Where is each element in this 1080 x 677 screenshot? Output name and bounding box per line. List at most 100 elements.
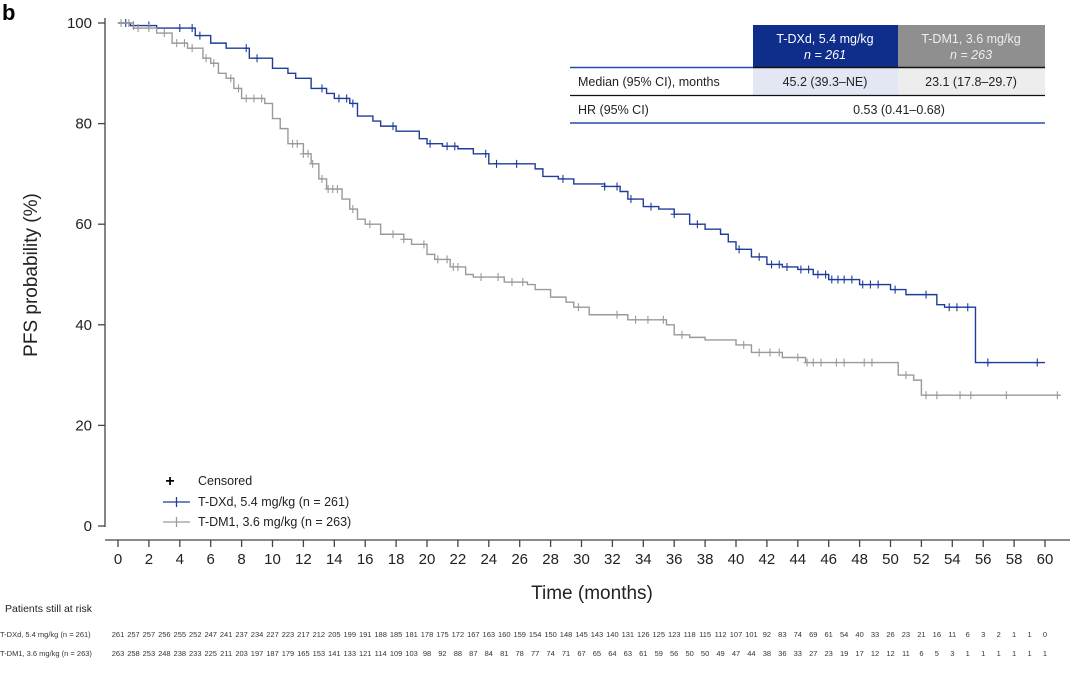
at-risk-count: 47 — [732, 649, 740, 658]
at-risk-count: 114 — [375, 649, 387, 658]
censor-mark — [210, 59, 218, 68]
at-risk-count: 263 — [112, 649, 125, 658]
at-risk-count: 175 — [436, 630, 449, 639]
censor-mark — [1033, 358, 1041, 367]
censor-mark — [454, 262, 462, 271]
summary-table: T-DXd, 5.4 mg/kg n = 261 T-DM1, 3.6 mg/k… — [570, 25, 1045, 124]
censor-mark — [967, 391, 975, 400]
at-risk-count: 67 — [577, 649, 585, 658]
censor-mark — [866, 280, 874, 289]
median-cell-tdxd — [753, 68, 898, 95]
censor-mark — [443, 255, 451, 264]
x-tick-label: 30 — [573, 551, 590, 568]
at-risk-count: 98 — [423, 649, 431, 658]
censor-mark — [984, 358, 992, 367]
censor-mark — [304, 149, 312, 158]
censor-mark — [145, 24, 153, 33]
censor-mark — [349, 205, 357, 214]
x-tick-label: 60 — [1037, 551, 1054, 568]
at-risk-count: 112 — [715, 630, 727, 639]
censor-mark — [613, 182, 621, 191]
at-risk-count: 109 — [390, 649, 403, 658]
censor-mark — [933, 391, 941, 400]
at-risk-count: 1 — [981, 649, 985, 658]
at-risk-count: 140 — [606, 630, 619, 639]
x-tick-label: 26 — [511, 551, 528, 568]
at-risk-count: 6 — [966, 630, 970, 639]
censored-plus-icon: + — [165, 473, 174, 490]
at-risk-count: 179 — [282, 649, 295, 658]
at-risk-count: 181 — [405, 630, 418, 639]
censor-mark — [349, 99, 357, 108]
at-risk-count: 27 — [809, 649, 817, 658]
at-risk-count: 153 — [313, 649, 326, 658]
at-risk-count: 5 — [935, 649, 939, 658]
at-risk-count: 197 — [251, 649, 264, 658]
median-row-label: Median (95% CI), months — [578, 75, 720, 89]
at-risk-count: 258 — [127, 649, 140, 658]
at-risk-count: 257 — [143, 630, 156, 639]
x-tick-label: 42 — [759, 551, 776, 568]
censor-mark — [874, 280, 882, 289]
at-risk-count: 238 — [174, 649, 187, 658]
at-risk-count: 1 — [1027, 630, 1031, 639]
censor-mark — [242, 44, 250, 53]
censor-mark — [519, 278, 527, 287]
at-risk-count: 191 — [359, 630, 372, 639]
at-risk-count: 54 — [840, 630, 848, 639]
censor-mark — [574, 303, 582, 312]
at-risk-count: 163 — [483, 630, 496, 639]
censor-mark — [318, 174, 326, 183]
at-risk-count: 145 — [575, 630, 588, 639]
censor-mark — [202, 54, 210, 63]
censor-mark — [693, 220, 701, 229]
at-risk-count: 150 — [544, 630, 557, 639]
at-risk-count: 92 — [438, 649, 446, 658]
at-risk-count: 23 — [902, 630, 910, 639]
at-risk-count: 187 — [266, 649, 279, 658]
censor-mark — [420, 240, 428, 249]
x-tick-label: 8 — [237, 551, 245, 568]
at-risk-count: 121 — [359, 649, 372, 658]
censor-mark — [508, 278, 516, 287]
x-tick-label: 54 — [944, 551, 961, 568]
censor-mark — [803, 358, 811, 367]
at-risk-count: 1 — [997, 649, 1001, 658]
censor-mark — [814, 270, 822, 279]
censor-mark — [318, 84, 326, 93]
censor-mark — [953, 303, 961, 312]
at-risk-label-tdxd: T-DXd, 5.4 mg/kg (n = 261) — [0, 630, 91, 639]
censor-mark — [828, 275, 836, 284]
at-risk-count: 217 — [297, 630, 310, 639]
at-risk-count: 141 — [328, 649, 341, 658]
censor-mark — [227, 74, 235, 83]
at-risk-count: 227 — [266, 630, 279, 639]
at-risk-count: 0 — [1043, 630, 1047, 639]
censor-mark — [176, 24, 184, 33]
x-tick-label: 48 — [851, 551, 868, 568]
at-risk-count: 203 — [235, 649, 248, 658]
header-cell-tdxd — [753, 25, 898, 67]
at-risk-count: 3 — [950, 649, 954, 658]
at-risk-count: 44 — [747, 649, 755, 658]
censor-mark — [783, 262, 791, 271]
at-risk-count: 234 — [251, 630, 264, 639]
censor-mark — [443, 142, 451, 151]
at-risk-count: 40 — [855, 630, 863, 639]
censor-mark — [840, 275, 848, 284]
at-risk-count: 131 — [622, 630, 635, 639]
x-tick-label: 10 — [264, 551, 281, 568]
censor-mark — [253, 54, 261, 63]
censor-mark — [601, 182, 609, 191]
at-risk-count: 148 — [560, 630, 573, 639]
y-tick-label: 0 — [84, 518, 92, 535]
at-risk-count: 11 — [948, 630, 956, 639]
censor-mark — [493, 159, 501, 168]
at-risk-count: 19 — [840, 649, 848, 658]
at-risk-count: 211 — [220, 649, 232, 658]
y-tick-label: 40 — [75, 317, 92, 334]
header-tdm1-n: n = 263 — [950, 48, 992, 62]
censor-mark — [125, 19, 133, 27]
censor-mark — [822, 270, 830, 279]
at-risk-count: 16 — [933, 630, 941, 639]
